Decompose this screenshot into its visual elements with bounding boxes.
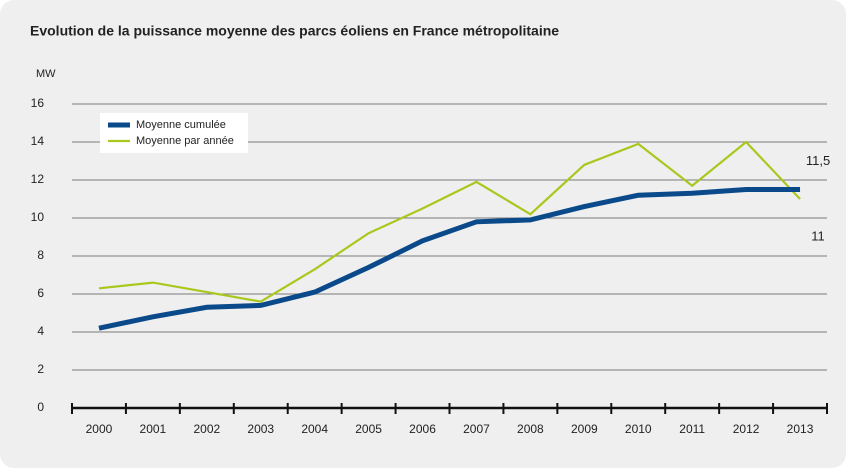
legend-label: Moyenne cumulée <box>136 119 226 131</box>
x-tick-label: 2006 <box>409 422 436 436</box>
y-tick-label: 12 <box>31 172 45 186</box>
y-tick-label: 4 <box>37 324 44 338</box>
y-axis-label: MW <box>36 68 56 80</box>
x-tick-label: 2002 <box>193 422 220 436</box>
value-label: 11,5 <box>806 153 830 168</box>
y-tick-label: 2 <box>37 362 44 376</box>
y-tick-label: 16 <box>31 96 45 110</box>
x-tick-label: 2004 <box>301 422 328 436</box>
y-tick-label: 6 <box>37 286 44 300</box>
x-tick-label: 2013 <box>787 422 814 436</box>
chart-title: Evolution de la puissance moyenne des pa… <box>30 23 559 39</box>
y-tick-label: 0 <box>37 400 44 414</box>
legend-box <box>100 113 248 153</box>
x-tick-label: 2003 <box>247 422 274 436</box>
value-label: 11 <box>811 228 825 243</box>
x-tick-label: 2007 <box>463 422 490 436</box>
x-tick-label: 2000 <box>86 422 113 436</box>
line-series <box>98 140 801 303</box>
x-tick-label: 2008 <box>517 422 544 436</box>
legend-label: Moyenne par année <box>136 135 234 147</box>
x-tick-label: 2009 <box>571 422 598 436</box>
x-tick-label: 2011 <box>679 422 705 436</box>
x-tick-label: 2001 <box>140 422 167 436</box>
y-tick-label: 10 <box>31 210 45 224</box>
x-tick-label: 2010 <box>625 422 652 436</box>
x-tick-label: 2005 <box>355 422 382 436</box>
x-tick-label: 2012 <box>733 422 760 436</box>
y-tick-label: 8 <box>37 248 44 262</box>
y-tick-label: 14 <box>31 134 45 148</box>
line-series <box>98 187 801 331</box>
